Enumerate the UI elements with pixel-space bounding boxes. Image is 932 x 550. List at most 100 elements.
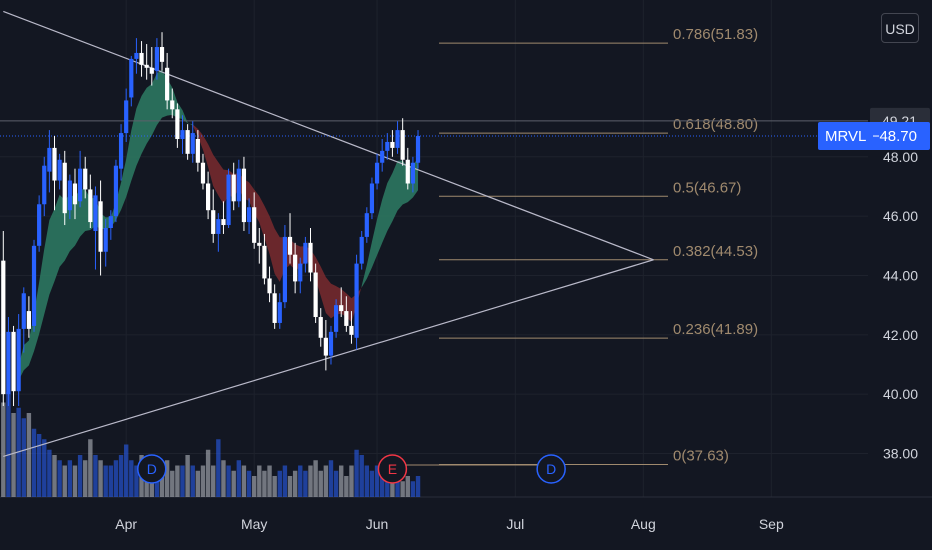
cloud-bear bbox=[192, 124, 362, 323]
volume-bar bbox=[267, 465, 272, 497]
price-tick: 44.00 bbox=[883, 267, 918, 283]
volume-bar bbox=[134, 465, 139, 497]
volume-bar bbox=[62, 465, 67, 497]
candle-body bbox=[298, 263, 303, 282]
candle-body bbox=[334, 305, 339, 332]
volume-bar bbox=[369, 470, 375, 497]
candle-body bbox=[277, 302, 282, 323]
candle-body bbox=[354, 263, 359, 338]
fib-label: 0.786(51.83) bbox=[673, 26, 758, 43]
volume-bar bbox=[149, 470, 154, 497]
volume-bar bbox=[272, 476, 277, 497]
event-marker[interactable]: E bbox=[377, 454, 408, 484]
volume-bar bbox=[344, 476, 349, 497]
candle-body bbox=[62, 162, 67, 214]
volume-bar bbox=[385, 476, 390, 497]
volume-bar bbox=[364, 465, 370, 497]
candle-body bbox=[206, 183, 211, 211]
time-axis[interactable]: Apr May Jun Jul Aug Sep bbox=[115, 516, 784, 532]
volume-bar bbox=[349, 465, 354, 497]
volume-bar bbox=[170, 470, 175, 497]
candles bbox=[1, 32, 421, 407]
candle-body bbox=[257, 242, 262, 246]
candle-body bbox=[170, 100, 175, 110]
candle-body bbox=[16, 328, 21, 392]
candle-body bbox=[47, 147, 52, 172]
candle-body bbox=[328, 331, 334, 356]
candle-body bbox=[246, 207, 252, 223]
candle-body bbox=[67, 180, 72, 211]
event-circle bbox=[536, 454, 566, 484]
candle-body bbox=[154, 47, 159, 71]
volume-bar bbox=[308, 465, 313, 497]
volume-bar bbox=[180, 465, 185, 497]
volume-bar bbox=[118, 455, 124, 497]
volume-bar bbox=[1, 402, 6, 497]
volume-bar bbox=[11, 413, 16, 497]
volume-bar bbox=[303, 470, 308, 497]
candle-body bbox=[364, 213, 369, 237]
volume-bar bbox=[221, 460, 226, 497]
candle-body bbox=[344, 311, 349, 326]
candle-body bbox=[108, 216, 113, 229]
candle-body bbox=[21, 293, 26, 329]
event-marker[interactable]: D bbox=[137, 454, 167, 484]
fib-label: 0.236(41.89) bbox=[673, 321, 758, 338]
candle-body bbox=[134, 52, 139, 59]
candle-body bbox=[405, 159, 410, 184]
volume-bar bbox=[298, 465, 303, 497]
volume-bar bbox=[313, 460, 318, 497]
candle-body bbox=[180, 130, 185, 139]
candle-body bbox=[37, 204, 42, 246]
time-tick: Jul bbox=[506, 516, 524, 532]
candle-body bbox=[165, 67, 170, 101]
candle-body bbox=[380, 150, 385, 163]
volume-bar bbox=[36, 434, 42, 497]
candle-body bbox=[231, 174, 236, 202]
trendline bbox=[3, 259, 654, 458]
price-axis[interactable]: 38.00 40.00 42.00 44.00 46.00 48.00 bbox=[883, 149, 918, 462]
volume-bar bbox=[415, 476, 421, 497]
volume-bar bbox=[108, 465, 114, 497]
volume-bar bbox=[277, 470, 282, 497]
price-tick: 46.00 bbox=[883, 208, 918, 224]
volume-bar bbox=[379, 470, 385, 497]
candle-body bbox=[262, 245, 267, 279]
volume-bar bbox=[231, 470, 236, 497]
candle-body bbox=[139, 52, 144, 65]
volume-bar bbox=[129, 460, 134, 497]
candle-body bbox=[200, 162, 206, 184]
candle-body bbox=[287, 236, 293, 255]
triangle-trendlines bbox=[0, 10, 868, 458]
candle-body bbox=[303, 242, 308, 264]
volume-bar bbox=[77, 455, 83, 497]
price-tick: 48.00 bbox=[883, 149, 918, 165]
time-tick: Apr bbox=[115, 516, 137, 532]
candle-body bbox=[272, 293, 277, 323]
candle-body bbox=[282, 236, 287, 303]
time-tick: Sep bbox=[759, 516, 784, 532]
price-tick: 40.00 bbox=[883, 386, 918, 402]
candle-body bbox=[93, 195, 98, 231]
event-marker[interactable]: D bbox=[536, 454, 566, 484]
volume-bar bbox=[31, 428, 37, 497]
currency-button[interactable]: USD bbox=[881, 13, 919, 43]
volume-bar bbox=[205, 449, 211, 497]
volume-bar bbox=[323, 465, 329, 497]
candle-body bbox=[42, 165, 47, 205]
event-label: D bbox=[147, 461, 157, 477]
volume-bar bbox=[42, 439, 47, 497]
price-tick: 42.00 bbox=[883, 327, 918, 343]
candle-body bbox=[339, 305, 344, 312]
volume-bar bbox=[246, 470, 252, 497]
volume-bar bbox=[339, 465, 344, 497]
volume-bar bbox=[282, 465, 288, 497]
candle-body bbox=[113, 165, 119, 217]
candle-body bbox=[6, 331, 11, 395]
fib-label: 0(37.63) bbox=[673, 447, 729, 464]
volume-bar bbox=[236, 460, 242, 497]
candle-body bbox=[216, 219, 221, 234]
candle-body bbox=[374, 162, 380, 184]
